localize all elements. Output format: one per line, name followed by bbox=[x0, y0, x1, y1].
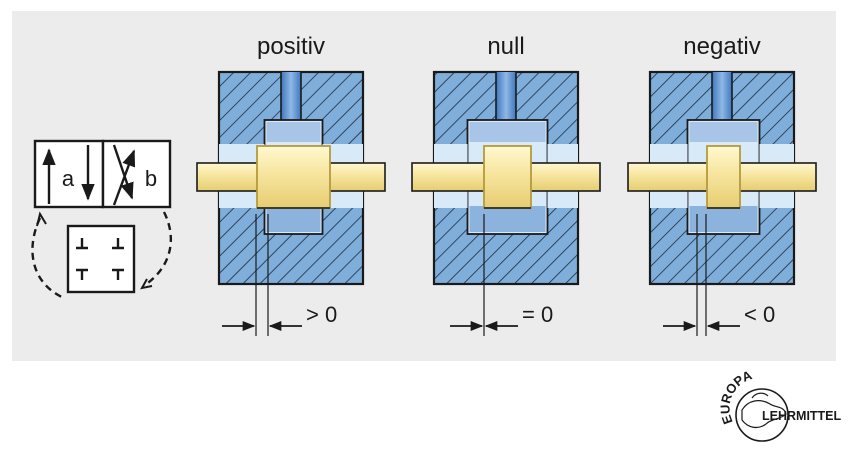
symbol-arrow-b-cross1 bbox=[112, 144, 134, 200]
switch-arc-right bbox=[144, 211, 172, 286]
symbol-box-b bbox=[101, 139, 172, 209]
spool-land-zero bbox=[483, 145, 532, 209]
europa-lehrmittel-logo: EUROPA LEHRMITTEL bbox=[717, 367, 842, 442]
lower-pocket-negative bbox=[689, 206, 758, 232]
switch-arc-left-head bbox=[36, 211, 47, 227]
port-bore-outline-zero bbox=[495, 72, 517, 124]
globe-continent-icon bbox=[741, 400, 787, 429]
valve-title-negative: negativ bbox=[683, 33, 760, 60]
port-bore-outline-positive bbox=[280, 72, 302, 124]
valve-condition-positive: > 0 bbox=[306, 302, 337, 327]
spool-land-positive bbox=[256, 145, 331, 209]
port-bore-zero bbox=[496, 72, 516, 124]
valve-sections: positiv > 0 null = 0 negativ < 0 bbox=[196, 33, 817, 336]
switch-arc-right-head bbox=[140, 278, 153, 290]
valve-negative: negativ < 0 bbox=[627, 33, 817, 336]
lower-pocket-zero bbox=[469, 206, 546, 232]
port-bore-negative bbox=[712, 72, 732, 124]
symbol-arrow-b-cross2 bbox=[112, 149, 136, 206]
valve-condition-negative: < 0 bbox=[744, 302, 775, 327]
lower-pocket-positive bbox=[266, 206, 321, 232]
valve-title-positive: positiv bbox=[257, 33, 325, 60]
valve-positive: positiv > 0 bbox=[196, 33, 386, 336]
port-bore-outline-negative bbox=[711, 72, 733, 124]
symbol-port-a-label: a bbox=[62, 166, 75, 191]
globe-icon bbox=[735, 388, 789, 442]
symbol-center-blocks-top bbox=[76, 238, 124, 250]
valve-condition-zero: = 0 bbox=[522, 302, 553, 327]
symbol-center-blocks-bottom bbox=[76, 268, 124, 280]
upper-pocket-zero bbox=[469, 122, 546, 142]
globe-detail-icon bbox=[751, 392, 769, 399]
valve-zero: null = 0 bbox=[411, 33, 601, 336]
port-bore-positive bbox=[281, 72, 301, 124]
valve-symbol bbox=[31, 139, 172, 300]
symbol-port-b-label: b bbox=[145, 166, 157, 191]
spool-land-negative bbox=[706, 145, 741, 209]
upper-pocket-negative bbox=[689, 122, 758, 142]
upper-pocket-positive bbox=[266, 122, 321, 142]
valve-title-zero: null bbox=[487, 33, 524, 60]
symbol-box-center bbox=[66, 224, 136, 294]
logo-side-text: LEHRMITTEL bbox=[762, 409, 842, 423]
